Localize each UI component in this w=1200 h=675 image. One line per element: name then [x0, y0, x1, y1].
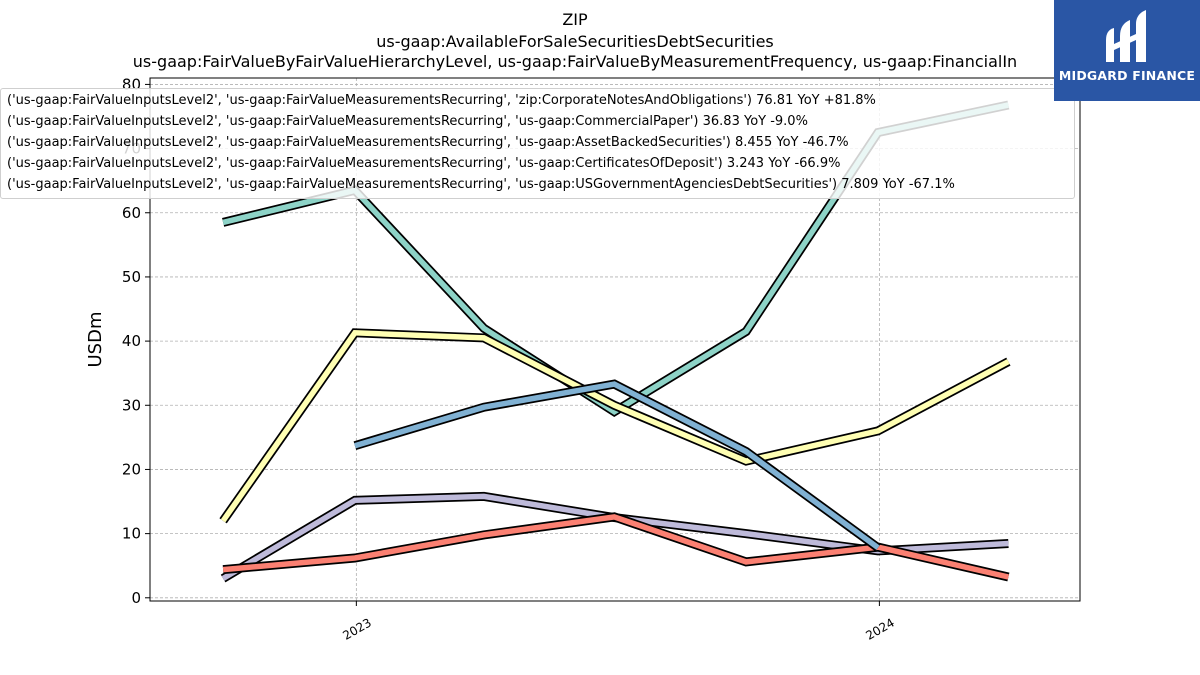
logo-text: MIDGARD FINANCE [1058, 68, 1196, 83]
x-tick-label: 2023 [340, 615, 373, 642]
midgard-logo-icon [1106, 10, 1146, 62]
y-tick-label: 0 [131, 589, 141, 607]
brand-logo: MIDGARD FINANCE [1054, 0, 1200, 101]
chart-legend: ('us-gaap:FairValueInputsLevel2', 'us-ga… [0, 88, 1075, 199]
legend-entry: ('us-gaap:FairValueInputsLevel2', 'us-ga… [7, 177, 955, 192]
y-tick-label: 20 [122, 460, 141, 478]
legend-entry: ('us-gaap:FairValueInputsLevel2', 'us-ga… [7, 156, 841, 171]
series-line-2 [221, 493, 1009, 581]
chart-title-dimensions: us-gaap:FairValueByFairValueHierarchyLev… [132, 52, 1018, 71]
y-tick-label: 40 [122, 332, 141, 350]
legend-entry: ('us-gaap:FairValueInputsLevel2', 'us-ga… [7, 93, 876, 108]
series-line-1 [220, 329, 1010, 523]
series-line-4 [354, 381, 880, 550]
y-tick-label: 60 [122, 204, 141, 222]
y-tick-label: 30 [122, 396, 141, 414]
y-tick-label: 50 [122, 268, 141, 286]
y-axis-label: USDm [85, 312, 106, 368]
x-tick-label: 2024 [863, 615, 896, 642]
y-tick-label: 10 [122, 525, 141, 543]
chart-title-concept: us-gaap:AvailableForSaleSecuritiesDebtSe… [376, 32, 774, 51]
legend-entry: ('us-gaap:FairValueInputsLevel2', 'us-ga… [7, 114, 808, 129]
legend-entry: ('us-gaap:FairValueInputsLevel2', 'us-ga… [7, 135, 849, 150]
plot-frame [149, 77, 1081, 602]
series-outline-3 [222, 512, 1010, 582]
chart-title-ticker: ZIP [562, 10, 588, 29]
